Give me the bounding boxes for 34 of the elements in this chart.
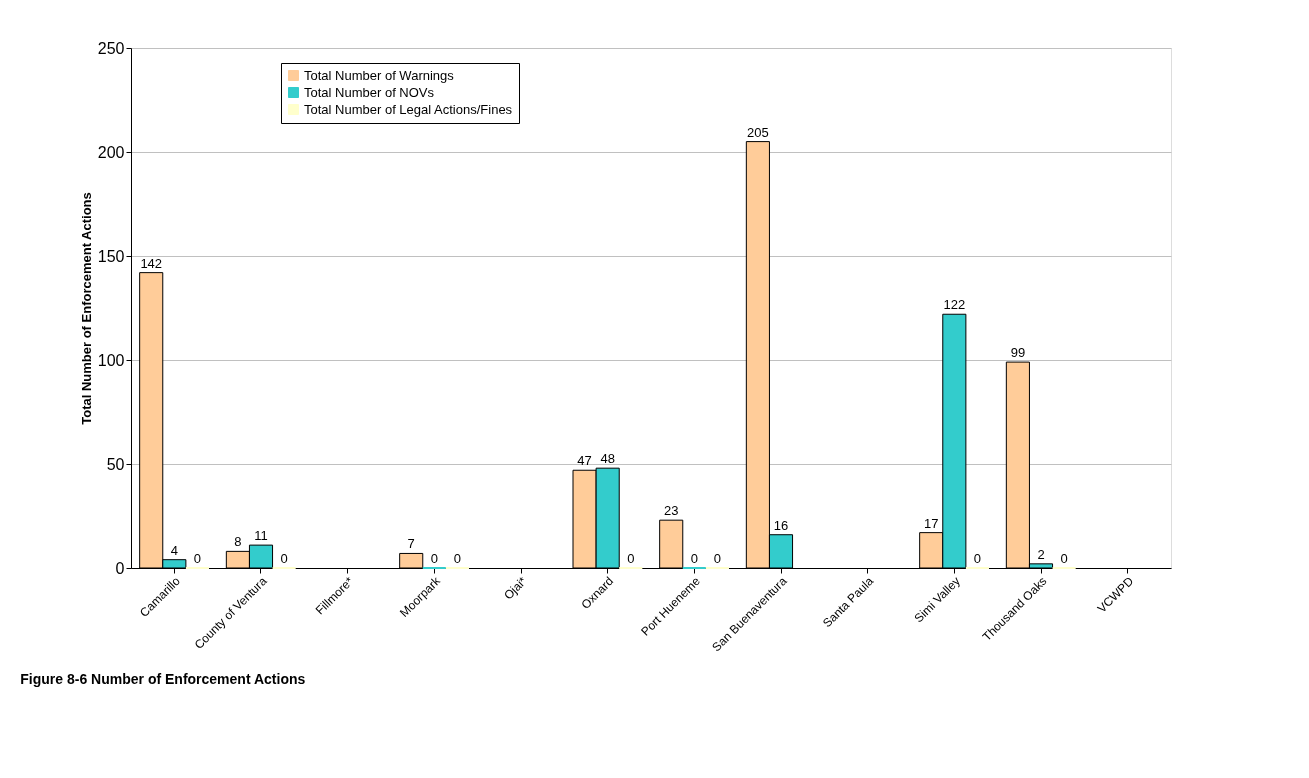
data-label: 0 [713,551,722,566]
y-tick-label: 250 [97,39,125,57]
data-label: 11 [254,528,268,544]
data-label: 0 [280,551,288,566]
legend-label: Total Number of NOVs [304,84,435,100]
data-label: 47 [577,453,592,469]
data-label: 0 [690,551,698,566]
data-label: 2 [1037,546,1045,562]
legend-label: Total Number of Legal Actions/Fines [304,101,513,117]
data-label: 99 [1010,345,1026,361]
data-label: 0 [453,551,462,566]
legend-label: Total Number of Warnings [304,67,455,83]
data-label: 0 [627,551,635,566]
data-label: 0 [193,551,202,566]
data-label: 0 [430,551,438,566]
data-label: 17 [923,515,939,531]
y-tick-label: 200 [97,143,125,161]
data-label: 0 [973,551,982,566]
y-tick-label: 0 [115,559,125,577]
data-label: 142 [140,255,163,271]
y-tick-label: 100 [97,351,125,369]
data-label: 23 [663,503,679,519]
y-tick-label: 150 [97,247,125,265]
data-label: 48 [600,451,615,467]
data-label: 122 [943,297,966,313]
data-label: 4 [170,542,178,558]
data-label: 7 [407,536,415,552]
text: Figure 8-6 Number of Enforcement Actions [20,671,306,688]
data-label: 16 [773,517,789,533]
data-label: 0 [1060,551,1068,566]
data-label: 8 [234,534,242,550]
y-tick-label: 50 [106,455,125,473]
data-label: 205 [747,124,769,140]
y-axis-title: Total Number of Enforcement Actions [78,192,94,425]
